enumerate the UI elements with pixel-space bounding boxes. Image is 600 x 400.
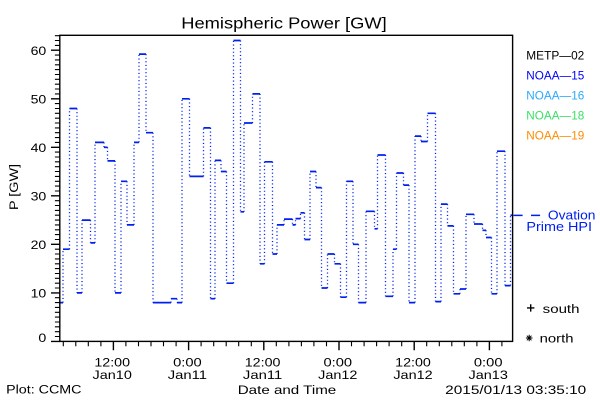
svg-text:P [GW]: P [GW] bbox=[7, 164, 21, 210]
svg-text:Jan12: Jan12 bbox=[393, 368, 432, 382]
svg-text:30: 30 bbox=[31, 189, 47, 203]
svg-text:50: 50 bbox=[31, 92, 47, 106]
svg-text:12:00: 12:00 bbox=[245, 356, 281, 370]
svg-text:0:00: 0:00 bbox=[474, 356, 503, 370]
svg-text:NOAA—15: NOAA—15 bbox=[526, 68, 584, 82]
svg-text:NOAA—19: NOAA—19 bbox=[526, 128, 584, 142]
svg-text:40: 40 bbox=[31, 141, 47, 155]
svg-text:2015/01/13 03:35:10: 2015/01/13 03:35:10 bbox=[445, 383, 586, 397]
svg-text:12:00: 12:00 bbox=[395, 356, 431, 370]
svg-text:0:00: 0:00 bbox=[324, 356, 353, 370]
svg-text:0:00: 0:00 bbox=[173, 356, 202, 370]
svg-text:Prime HPI: Prime HPI bbox=[526, 220, 592, 234]
svg-text:north: north bbox=[540, 332, 574, 346]
svg-text:NOAA—18: NOAA—18 bbox=[526, 108, 584, 122]
svg-text:south: south bbox=[543, 302, 580, 316]
svg-text:60: 60 bbox=[31, 44, 47, 58]
svg-text:0: 0 bbox=[38, 331, 46, 345]
svg-text:Hemispheric Power [GW]: Hemispheric Power [GW] bbox=[181, 15, 387, 32]
svg-text:Jan10: Jan10 bbox=[93, 368, 132, 382]
svg-text:Plot: CCMC: Plot: CCMC bbox=[6, 383, 82, 397]
svg-text:12:00: 12:00 bbox=[94, 356, 130, 370]
svg-text:METP—02: METP—02 bbox=[526, 48, 584, 62]
svg-text:Jan12: Jan12 bbox=[318, 368, 357, 382]
svg-text:10: 10 bbox=[31, 287, 47, 301]
svg-text:Ovation: Ovation bbox=[548, 209, 596, 223]
svg-text:Jan13: Jan13 bbox=[469, 368, 508, 382]
svg-text:20: 20 bbox=[31, 238, 47, 252]
svg-text:Jan11: Jan11 bbox=[168, 368, 207, 382]
svg-text:Date and Time: Date and Time bbox=[238, 383, 337, 397]
svg-text:Jan11: Jan11 bbox=[243, 368, 282, 382]
svg-text:NOAA—16: NOAA—16 bbox=[526, 88, 584, 102]
